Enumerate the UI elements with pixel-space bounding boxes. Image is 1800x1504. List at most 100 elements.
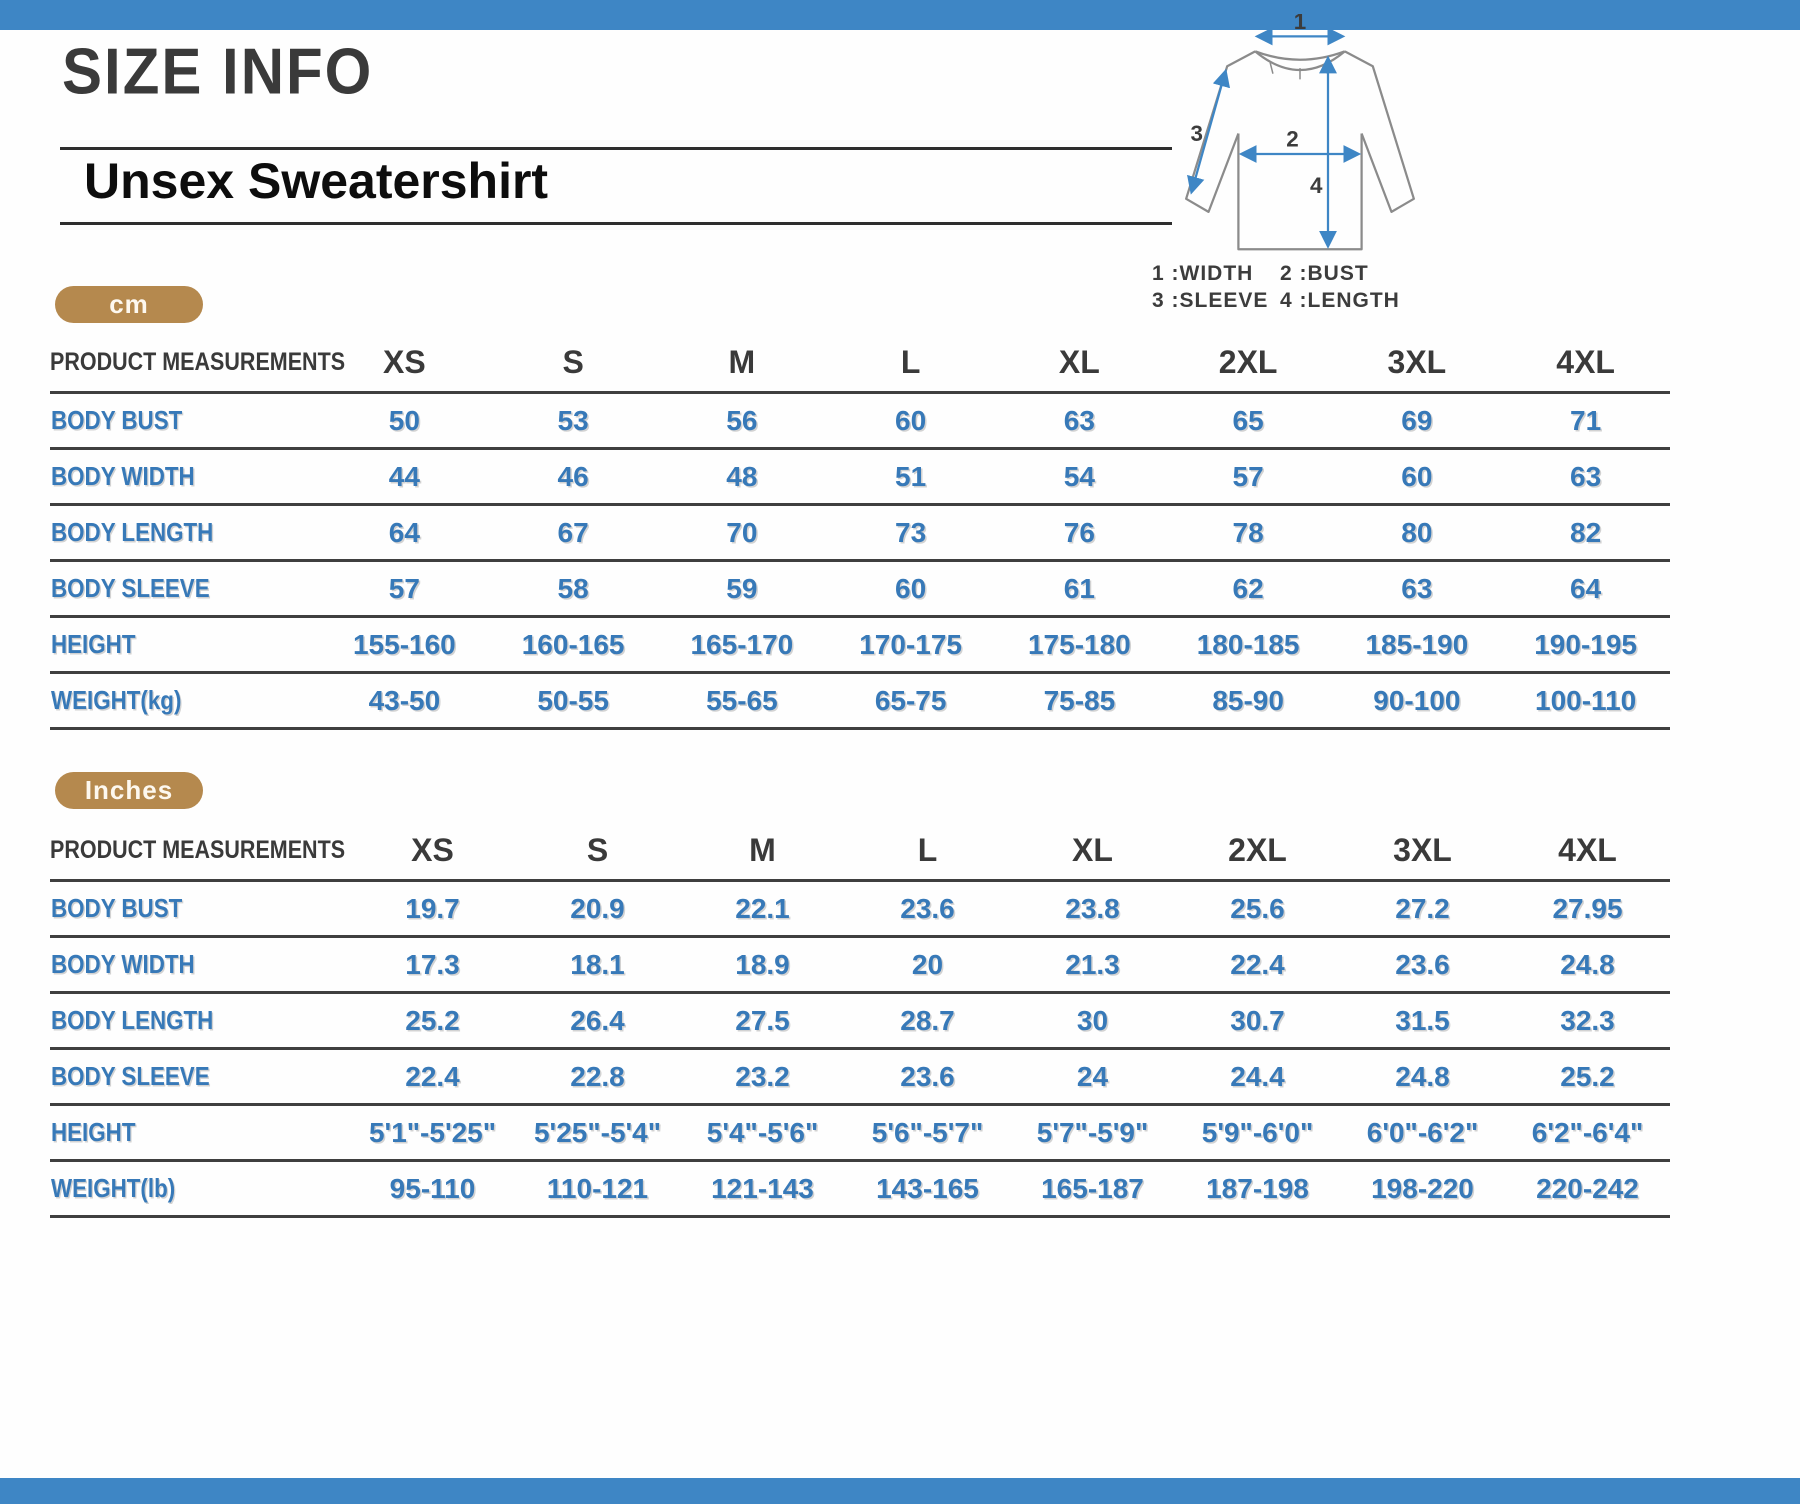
sweatshirt-outline: [1185, 50, 1415, 251]
table-row: HEIGHT 155-160 160-165 165-170 170-175 175-18…: [50, 616, 1670, 674]
value-cell: 175-180: [995, 616, 1164, 674]
header-row: PRODUCT MEASUREMENTS XS S M L XL 2XL 3XL 4XL: [50, 826, 1670, 882]
size-table: PRODUCT MEASUREMENTS XS S M L XL 2XL 3XL 4XL BODY…: [50, 338, 1670, 730]
sweatshirt-measurement-diagram: 1 2 3 4: [1185, 14, 1415, 251]
value-cell: 30.7: [1175, 992, 1340, 1050]
row-label: BODY LENGTH: [50, 992, 350, 1050]
value-cell: 57: [320, 560, 489, 618]
value-cell: 18.1: [515, 936, 680, 994]
value-cell: 31.5: [1340, 992, 1505, 1050]
table-row: BODY LENGTH 64 67 70 73 76 78 80 82: [50, 504, 1670, 562]
size-column-header: S: [515, 826, 680, 882]
value-cell: 95-110: [350, 1160, 515, 1218]
value-cell: 20: [845, 936, 1010, 994]
value-cell: 55-65: [657, 672, 827, 730]
value-cell: 23.6: [1340, 936, 1505, 994]
size-column-header: 4XL: [1505, 826, 1670, 882]
row-label: BODY LENGTH: [50, 504, 320, 562]
value-cell: 54: [995, 448, 1164, 506]
value-cell: 70: [657, 504, 827, 562]
value-cell: 22.8: [515, 1048, 680, 1106]
size-column-header: L: [826, 338, 995, 394]
row-label: HEIGHT: [50, 616, 320, 674]
value-cell: 64: [1501, 560, 1670, 618]
size-column-header: S: [488, 338, 658, 394]
value-cell: 46: [488, 448, 658, 506]
value-cell: 63: [1501, 448, 1670, 506]
value-cell: 44: [320, 448, 489, 506]
value-cell: 58: [488, 560, 658, 618]
value-cell: 21.3: [1010, 936, 1175, 994]
value-cell: 5'1"-5'25": [350, 1104, 515, 1162]
sleeve-arrow: [1187, 68, 1231, 195]
value-cell: 27.2: [1340, 880, 1505, 938]
value-cell: 190-195: [1501, 616, 1670, 674]
size-column-header: M: [680, 826, 845, 882]
measurements-column-header: PRODUCT MEASUREMENTS: [50, 826, 350, 882]
value-cell: 5'25"-5'4": [515, 1104, 680, 1162]
legend-item-length: 4 :LENGTH: [1280, 289, 1400, 312]
value-cell: 85-90: [1163, 672, 1333, 730]
value-cell: 51: [826, 448, 995, 506]
header-row: PRODUCT MEASUREMENTS XS S M L XL 2XL 3XL 4XL: [50, 338, 1670, 394]
table-row: HEIGHT 5'1"-5'25" 5'25"-5'4" 5'4"-5'6" 5'6"-…: [50, 1104, 1670, 1162]
value-cell: 28.7: [845, 992, 1010, 1050]
value-cell: 50: [320, 392, 489, 450]
value-cell: 5'9"-6'0": [1175, 1104, 1340, 1162]
value-cell: 110-121: [515, 1160, 680, 1218]
size-column-header: 4XL: [1501, 338, 1670, 394]
value-cell: 82: [1501, 504, 1670, 562]
value-cell: 43-50: [320, 672, 489, 730]
row-label: HEIGHT: [50, 1104, 350, 1162]
size-column-header: L: [845, 826, 1010, 882]
row-label: WEIGHT(lb): [50, 1160, 350, 1218]
diagram-legend: 1 :WIDTH 2 :BUST 3 :SLEEVE 4 :LENGTH: [1152, 262, 1430, 313]
value-cell: 61: [995, 560, 1164, 618]
unit-badge-cm: cm: [55, 286, 203, 323]
value-cell: 65-75: [826, 672, 995, 730]
value-cell: 155-160: [320, 616, 489, 674]
size-column-header: XS: [350, 826, 515, 882]
table-row: BODY SLEEVE 57 58 59 60 61 62 63 64: [50, 560, 1670, 618]
value-cell: 6'0"-6'2": [1340, 1104, 1505, 1162]
value-cell: 90-100: [1332, 672, 1502, 730]
table-row: BODY LENGTH 25.2 26.4 27.5 28.7 30 30.7 31.5 32.…: [50, 992, 1670, 1050]
value-cell: 100-110: [1501, 672, 1670, 730]
value-cell: 22.1: [680, 880, 845, 938]
value-cell: 30: [1010, 992, 1175, 1050]
value-cell: 64: [320, 504, 489, 562]
mark-sleeve: 3: [1190, 121, 1202, 146]
value-cell: 27.5: [680, 992, 845, 1050]
value-cell: 32.3: [1505, 992, 1670, 1050]
value-cell: 22.4: [1175, 936, 1340, 994]
value-cell: 5'4"-5'6": [680, 1104, 845, 1162]
value-cell: 62: [1163, 560, 1333, 618]
value-cell: 24.8: [1505, 936, 1670, 994]
value-cell: 71: [1501, 392, 1670, 450]
value-cell: 23.6: [845, 880, 1010, 938]
value-cell: 198-220: [1340, 1160, 1505, 1218]
value-cell: 76: [995, 504, 1164, 562]
mark-bust: 2: [1286, 127, 1298, 152]
value-cell: 80: [1332, 504, 1502, 562]
row-label: BODY BUST: [50, 880, 350, 938]
value-cell: 25.6: [1175, 880, 1340, 938]
row-label: BODY SLEEVE: [50, 560, 320, 618]
legend-item-width: 1 :WIDTH: [1152, 262, 1254, 285]
bottom-accent-bar: [0, 1478, 1800, 1504]
value-cell: 23.6: [845, 1048, 1010, 1106]
value-cell: 22.4: [350, 1048, 515, 1106]
value-cell: 121-143: [680, 1160, 845, 1218]
value-cell: 20.9: [515, 880, 680, 938]
value-cell: 23.8: [1010, 880, 1175, 938]
value-cell: 170-175: [826, 616, 995, 674]
row-label: BODY SLEEVE: [50, 1048, 350, 1106]
table-row: WEIGHT(lb) 95-110 110-121 121-143 143-165 165…: [50, 1160, 1670, 1218]
value-cell: 165-187: [1010, 1160, 1175, 1218]
legend-item-sleeve: 3 :SLEEVE: [1152, 289, 1269, 312]
table-row: BODY BUST 19.7 20.9 22.1 23.6 23.8 25.6 27.2 27.…: [50, 880, 1670, 938]
value-cell: 24: [1010, 1048, 1175, 1106]
row-label: BODY BUST: [50, 392, 320, 450]
top-accent-bar: [0, 0, 1800, 30]
value-cell: 180-185: [1163, 616, 1333, 674]
